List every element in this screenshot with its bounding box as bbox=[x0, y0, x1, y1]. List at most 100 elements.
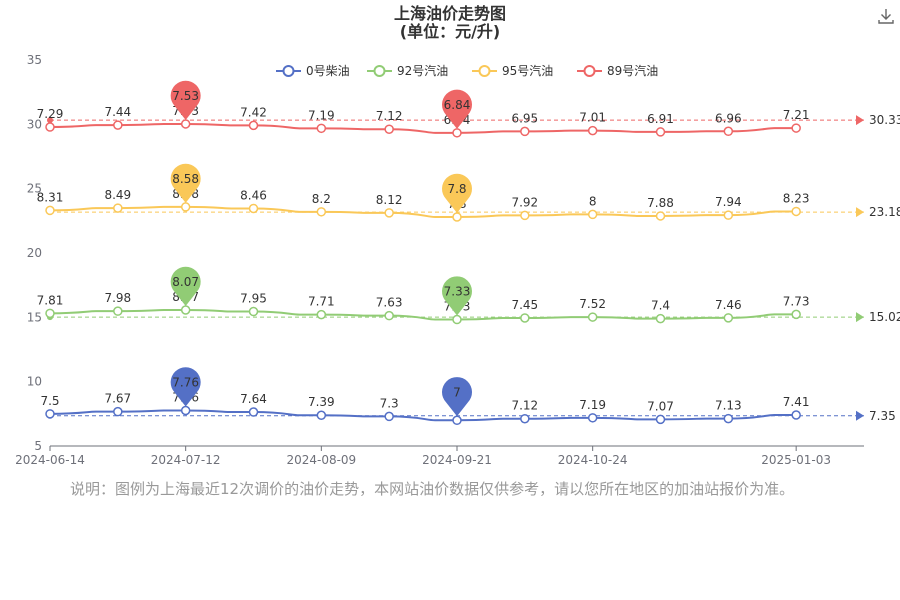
legend-label: 92号汽油 bbox=[397, 63, 448, 78]
legend-item[interactable]: 89号汽油 bbox=[577, 63, 658, 78]
max-pin-label: 8.07 bbox=[172, 275, 199, 289]
series-layer: 7.35 7.5 7.67 7.76 7.64 7.39 7.3 7 7.12 7.19 7.07 7… bbox=[37, 104, 900, 426]
max-pin-label: 8.58 bbox=[172, 172, 199, 186]
data-label: 6.95 bbox=[511, 111, 538, 125]
data-point bbox=[723, 313, 734, 323]
average-label: 23.18 bbox=[869, 205, 900, 219]
x-tick-label: 2024-08-09 bbox=[286, 453, 356, 467]
data-label: 7.95 bbox=[240, 292, 267, 306]
data-point bbox=[384, 124, 394, 134]
data-label: 8.23 bbox=[783, 191, 810, 205]
series-line bbox=[49, 122, 797, 134]
data-label: 7.73 bbox=[783, 294, 810, 308]
min-pin-shape bbox=[442, 173, 472, 213]
data-point bbox=[113, 406, 123, 417]
data-label: 7.44 bbox=[104, 105, 131, 119]
legend-item[interactable]: 0号柴油 bbox=[276, 64, 350, 78]
data-point bbox=[113, 120, 123, 130]
max-pin-shape bbox=[170, 163, 201, 203]
data-point bbox=[452, 128, 462, 138]
min-pin-label: 6.84 bbox=[444, 98, 471, 112]
data-point bbox=[113, 306, 123, 316]
download-icon[interactable] bbox=[876, 6, 896, 26]
legend-marker bbox=[478, 65, 491, 77]
data-point bbox=[316, 309, 327, 320]
min-pin: 6.84 bbox=[441, 89, 472, 129]
data-point bbox=[384, 310, 394, 321]
min-pin: 7.33 bbox=[441, 276, 472, 316]
data-point bbox=[655, 127, 666, 137]
footnote: 说明：图例为上海最近12次调价的油价走势，本网站油价数据仅供参考，请以您所在地区… bbox=[70, 480, 795, 498]
data-point bbox=[248, 407, 259, 417]
x-tick-label: 2024-09-21 bbox=[422, 453, 492, 467]
series-line bbox=[49, 409, 797, 422]
data-label: 8.49 bbox=[104, 188, 131, 202]
data-point bbox=[791, 309, 801, 320]
data-point bbox=[248, 306, 259, 317]
data-label: 7.3 bbox=[380, 396, 399, 410]
max-pin: 7.53 bbox=[170, 80, 201, 120]
average-arrow bbox=[856, 115, 864, 126]
data-label: 7.67 bbox=[104, 392, 131, 406]
data-label: 7.19 bbox=[579, 398, 606, 412]
max-pin: 8.07 bbox=[170, 266, 201, 306]
x-tick-label: 2024-10-24 bbox=[558, 453, 628, 467]
average-arrow bbox=[856, 410, 864, 421]
min-pin-label: 7 bbox=[453, 385, 461, 399]
min-pin: 7.8 bbox=[442, 173, 472, 213]
max-pin-shape bbox=[170, 367, 201, 407]
max-pin-shape bbox=[170, 266, 201, 306]
data-point bbox=[180, 305, 191, 315]
series-line bbox=[49, 308, 797, 321]
y-tick-label: 15 bbox=[27, 310, 42, 324]
data-label: 7.29 bbox=[37, 107, 64, 121]
average-arrow bbox=[856, 312, 864, 323]
data-label: 7.4 bbox=[651, 299, 670, 313]
data-point bbox=[452, 415, 462, 426]
data-label: 7.45 bbox=[511, 298, 538, 312]
average-label: 30.33 bbox=[869, 113, 900, 127]
data-point bbox=[45, 409, 55, 419]
legend-item[interactable]: 92号汽油 bbox=[367, 63, 448, 78]
legend-marker bbox=[282, 65, 295, 77]
data-point bbox=[248, 203, 259, 214]
data-point bbox=[791, 206, 801, 217]
data-label: 7.39 bbox=[308, 395, 335, 409]
data-label: 7.12 bbox=[376, 109, 403, 123]
data-label: 7.01 bbox=[579, 111, 606, 125]
axes: 5 10 15 20 25 30 35 2024-06-14 2024-07-12 2024-08… bbox=[15, 53, 864, 467]
data-label: 6.96 bbox=[715, 111, 742, 125]
data-point bbox=[45, 122, 55, 132]
min-pin-shape bbox=[441, 276, 472, 316]
average-label: 7.35 bbox=[869, 409, 896, 423]
data-label: 7.92 bbox=[511, 195, 538, 209]
data-point bbox=[45, 308, 55, 319]
data-label: 7.98 bbox=[104, 291, 131, 305]
data-label: 7.19 bbox=[308, 108, 335, 122]
x-tick-label: 2024-06-14 bbox=[15, 453, 85, 467]
chart-subtitle: (单位：元/升) bbox=[399, 22, 501, 41]
data-point bbox=[452, 314, 462, 325]
chart-title: 上海油价走势图 bbox=[393, 4, 506, 23]
data-point bbox=[723, 126, 734, 137]
data-label: 8.31 bbox=[37, 190, 64, 204]
data-label: 7.81 bbox=[37, 293, 64, 307]
max-pin-shape bbox=[170, 80, 201, 120]
min-pin-label: 7.33 bbox=[444, 285, 471, 299]
x-tick-label: 2025-01-03 bbox=[761, 453, 831, 467]
data-label: 7.41 bbox=[783, 395, 810, 409]
data-point bbox=[791, 123, 801, 133]
data-point bbox=[520, 210, 530, 221]
max-pin-label: 7.76 bbox=[172, 375, 199, 389]
data-label: 7.07 bbox=[647, 399, 674, 413]
legend-item[interactable]: 95号汽油 bbox=[472, 63, 553, 78]
data-point bbox=[587, 312, 598, 322]
data-label: 7.64 bbox=[240, 392, 267, 406]
data-label: 8.12 bbox=[376, 193, 403, 207]
min-pin-label: 7.8 bbox=[447, 182, 466, 196]
x-tick-label: 2024-07-12 bbox=[151, 453, 221, 467]
max-pin: 8.58 bbox=[170, 163, 201, 203]
average-label: 15.02 bbox=[869, 310, 900, 324]
data-point bbox=[452, 212, 462, 222]
